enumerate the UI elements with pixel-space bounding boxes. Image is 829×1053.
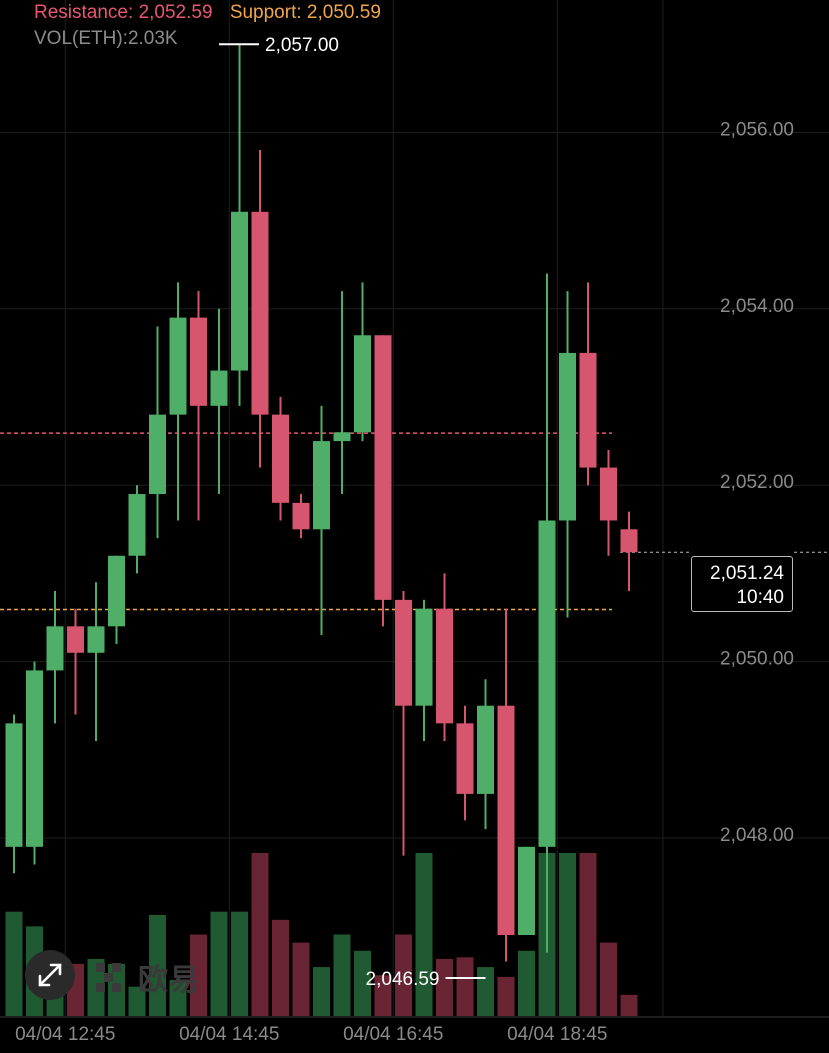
- volume-bar: [5, 911, 23, 1016]
- volume-bar: [374, 975, 392, 1016]
- candle-body: [620, 529, 638, 553]
- candle-body: [87, 626, 105, 653]
- volume-bar: [169, 980, 187, 1016]
- volume-bar: [231, 911, 248, 1016]
- volume-bars: [5, 853, 638, 1016]
- candle-body: [497, 705, 515, 936]
- x-tick-label: 04/04 16:45: [343, 1024, 443, 1045]
- candle-body: [374, 335, 392, 600]
- y-tick-label: 2,056.00: [720, 119, 794, 140]
- volume-bar: [128, 986, 146, 1016]
- candle-body: [456, 723, 474, 794]
- volume-bar: [313, 967, 330, 1016]
- candle-body: [354, 335, 371, 433]
- candle-body: [477, 705, 494, 794]
- candle-body: [333, 432, 351, 442]
- candles: [5, 44, 638, 962]
- y-tick-label: 2,050.00: [720, 649, 794, 670]
- volume-bar: [190, 934, 207, 1016]
- candle-body: [559, 352, 576, 521]
- price-axis: 2,048.00 2,050.00 2,052.00 2,054.00 2,056.00: [720, 119, 794, 846]
- extreme-markers: 2,057.00 2,046.59: [219, 35, 486, 990]
- volume-bar: [456, 957, 474, 1016]
- volume-bar: [559, 853, 576, 1016]
- candle-body: [108, 555, 125, 627]
- candle-body: [128, 494, 146, 556]
- volume-bar: [354, 950, 371, 1016]
- time-axis: 04/04 12:45 04/04 14:45 04/04 16:45 04/04 1…: [15, 1024, 607, 1045]
- min-price-label: 2,046.59: [366, 969, 440, 990]
- candle-body: [26, 670, 43, 847]
- candle-body: [395, 599, 412, 706]
- candle-body: [292, 502, 310, 530]
- volume-bar: [333, 934, 351, 1016]
- y-tick-label: 2,054.00: [720, 296, 794, 317]
- support-resistance-legend: Resistance: 2,052.59 Support: 2,050.59: [34, 2, 381, 24]
- candle-body: [313, 441, 330, 530]
- volume-bar: [272, 919, 289, 1016]
- candle-body: [5, 723, 23, 847]
- volume-bar: [477, 967, 494, 1016]
- resistance-label: Resistance: 2,052.59: [34, 2, 213, 23]
- candle-countdown: 10:40: [736, 587, 784, 608]
- support-label: Support: 2,050.59: [229, 2, 381, 23]
- candle-body: [231, 211, 248, 371]
- candle-body: [67, 626, 84, 653]
- expand-arrows-icon: [38, 963, 62, 987]
- candle-body: [436, 608, 453, 724]
- volume-bar: [620, 994, 638, 1016]
- volume-bar: [292, 942, 310, 1016]
- current-price-tag: 2,051.24 10:40: [691, 556, 793, 612]
- volume-bar: [210, 911, 228, 1016]
- expand-chart-button[interactable]: [25, 950, 75, 1000]
- y-tick-label: 2,048.00: [720, 825, 794, 846]
- x-tick-label: 04/04 12:45: [15, 1024, 115, 1045]
- candle-body: [251, 211, 269, 415]
- volume-bar: [251, 853, 269, 1016]
- y-tick-label: 2,052.00: [720, 472, 794, 493]
- volume-bar: [497, 976, 515, 1016]
- x-tick-label: 04/04 18:45: [507, 1024, 607, 1045]
- volume-bar: [436, 958, 453, 1016]
- max-price-label: 2,057.00: [265, 35, 339, 56]
- volume-bar: [149, 914, 166, 1016]
- volume-readout: VOL(ETH):2.03K: [34, 28, 178, 49]
- candle-body: [169, 317, 187, 415]
- candle-body: [415, 608, 433, 706]
- candle-body: [210, 370, 228, 406]
- candle-body: [190, 317, 207, 406]
- grid-lines: [0, 0, 829, 1018]
- volume-bar: [395, 934, 412, 1016]
- x-tick-label: 04/04 14:45: [179, 1024, 279, 1045]
- okx-logo-icon: [96, 963, 121, 992]
- exchange-watermark: 欧易: [96, 955, 200, 999]
- volume-bar: [518, 950, 535, 1016]
- volume-bar: [415, 853, 433, 1016]
- candle-body: [579, 352, 597, 468]
- candle-body: [600, 467, 617, 521]
- current-price: 2,051.24: [710, 563, 784, 584]
- candle-body: [46, 626, 64, 671]
- candle-body: [272, 414, 289, 503]
- support-resistance-lines: [0, 432, 829, 611]
- candle-body: [518, 846, 535, 936]
- volume-bar: [600, 942, 617, 1016]
- volume-bar: [579, 853, 597, 1016]
- candle-body: [538, 520, 556, 847]
- candle-body: [149, 414, 166, 495]
